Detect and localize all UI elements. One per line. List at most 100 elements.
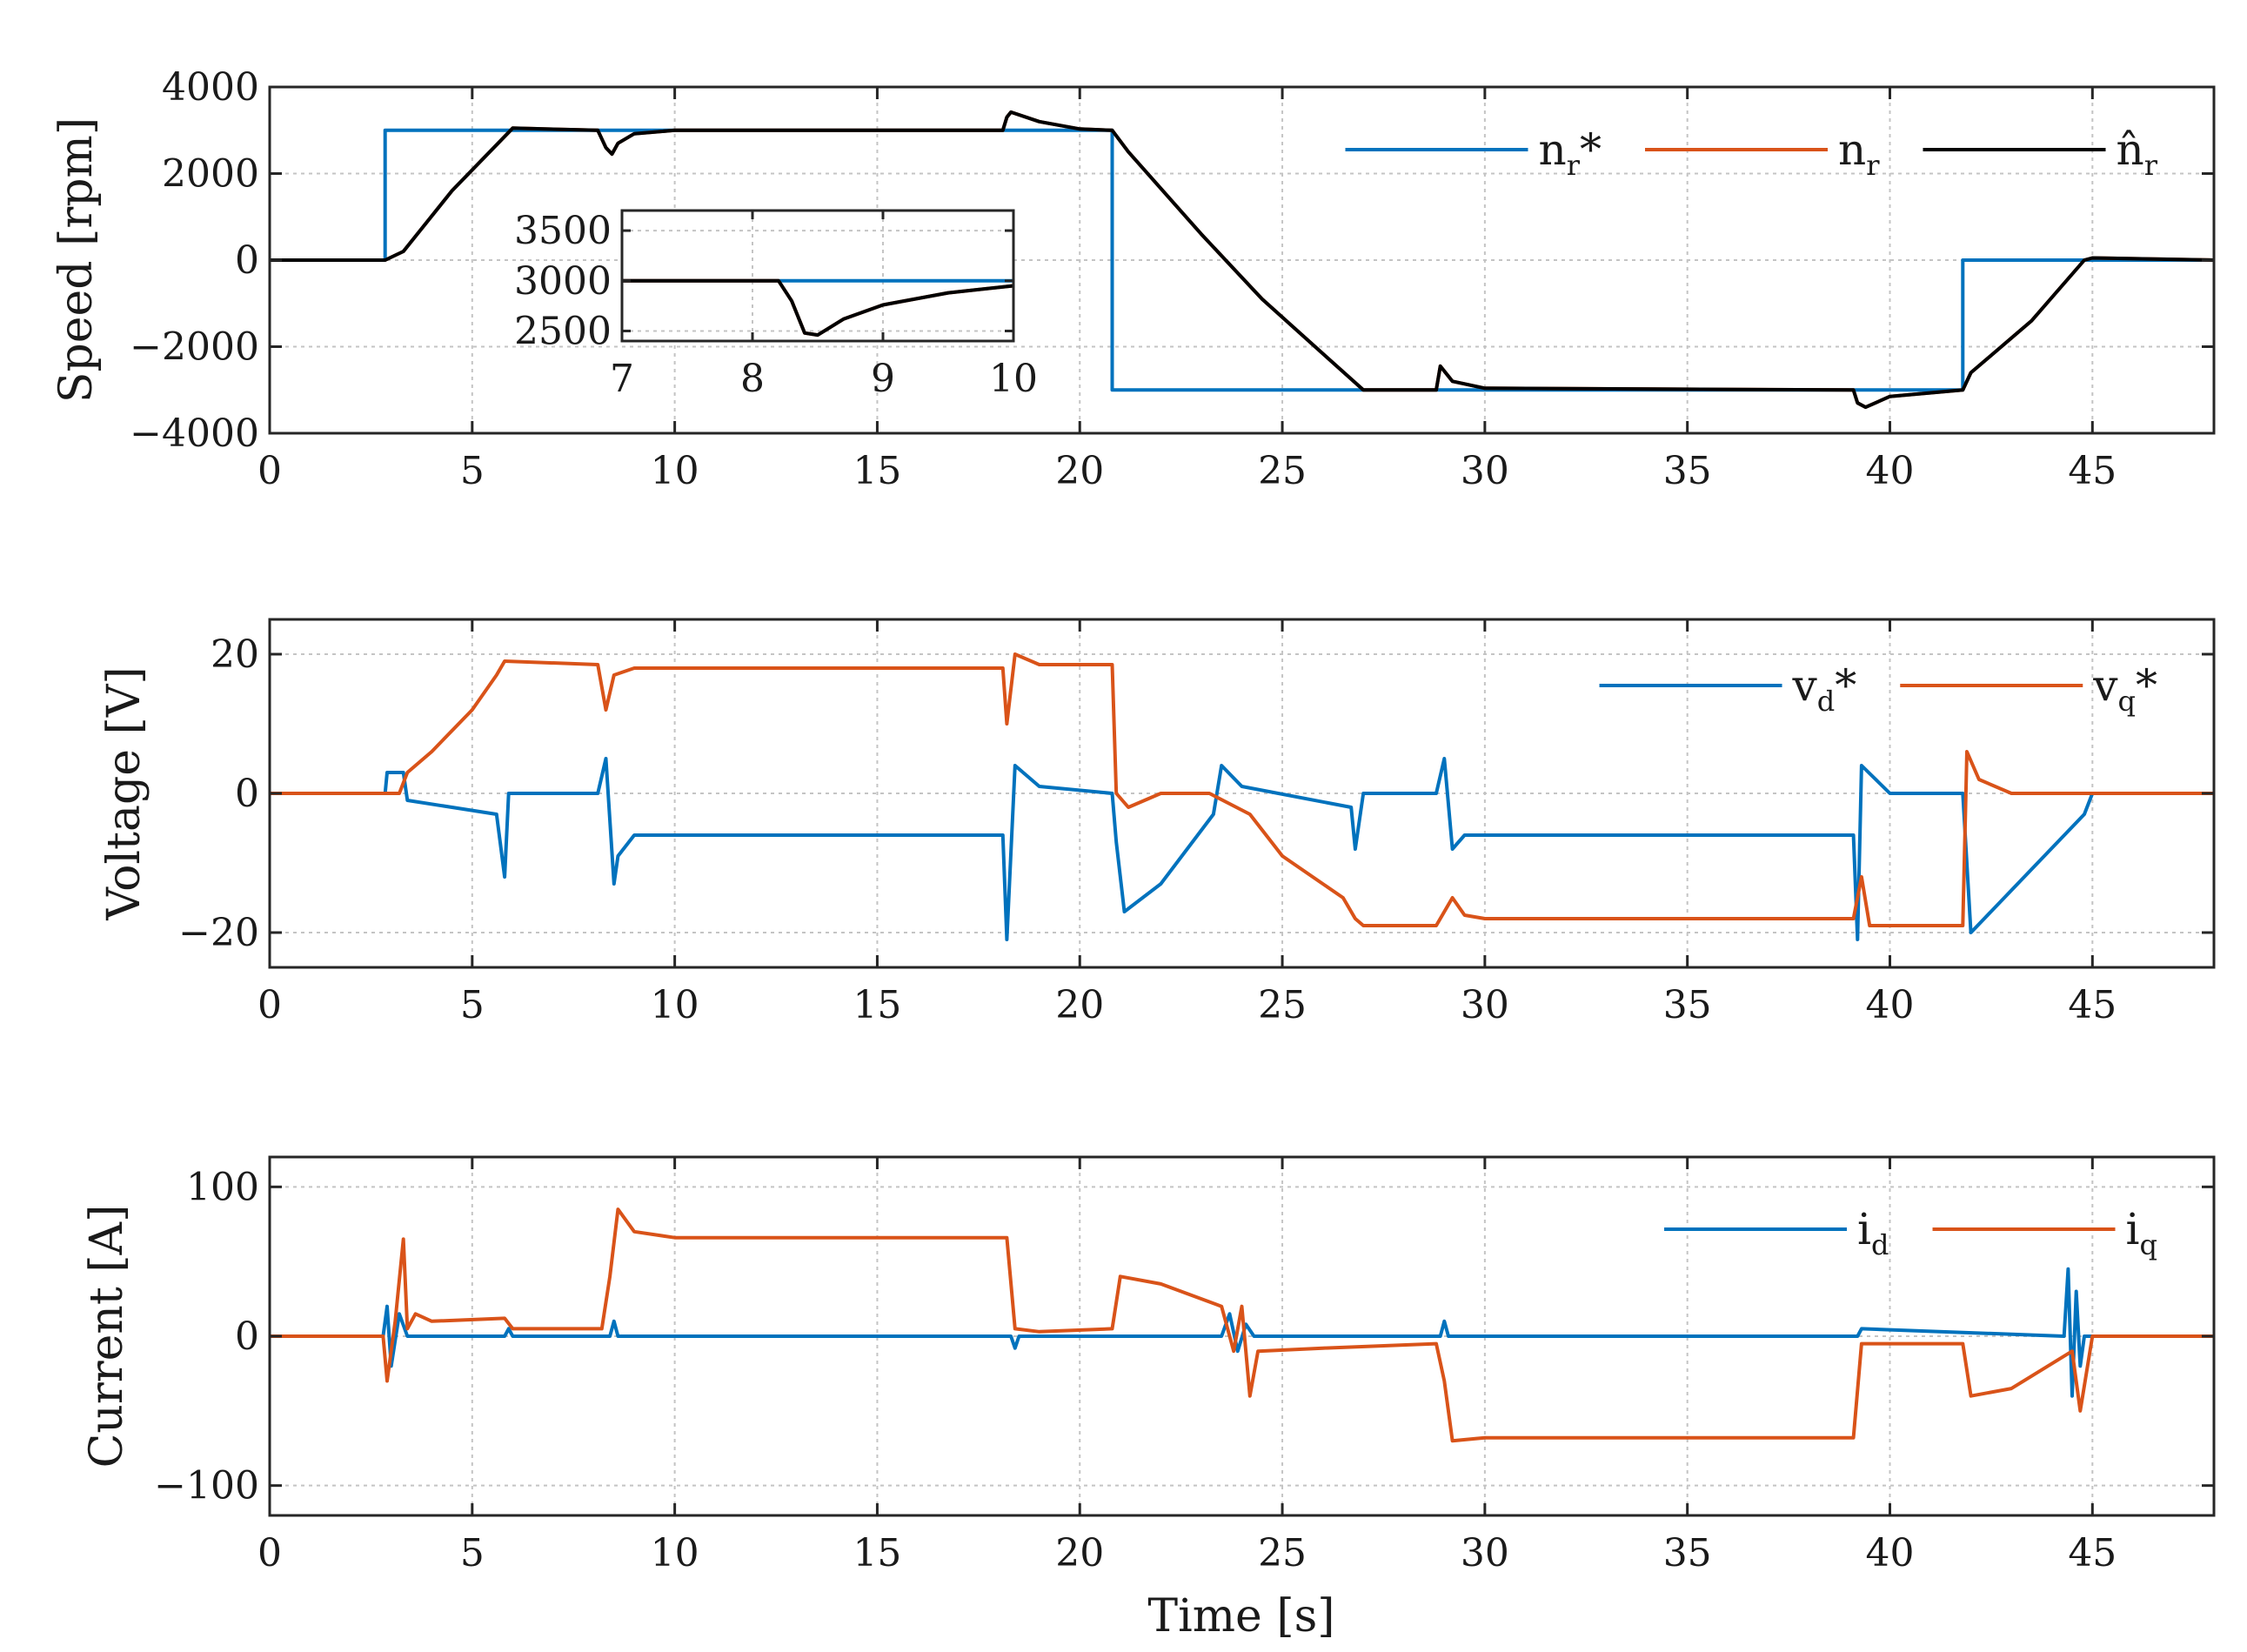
legend-entry: iq [1932,1204,2157,1261]
x-tick-label: 35 [1663,449,1712,493]
x-tick-label: 5 [460,983,485,1027]
x-tick-label: 45 [2068,983,2117,1027]
series-line-orange [270,1207,2214,1443]
current-traces [270,1207,2214,1443]
x-tick-label: 7 [610,357,634,401]
inset-background [622,211,1013,341]
y-tick-label: −20 [178,911,259,955]
x-tick-label: 45 [2068,1531,2117,1575]
x-tick-label: 5 [460,449,485,493]
legend-label-base: v [1792,660,1818,711]
x-tick-label: 30 [1461,449,1509,493]
y-tick-label: 2000 [162,152,259,197]
legend-label-subscript: r [2144,149,2158,182]
inset-traces [622,278,1014,338]
legend-label: id [1857,1204,1889,1261]
x-tick-label: 15 [853,1531,901,1575]
x-tick-label: 10 [651,983,699,1027]
y-tick-label: −4000 [130,411,259,456]
series-line-blue [270,757,2214,941]
legend-label-subscript: r [1866,149,1880,182]
legend-label-subscript: r [1567,149,1581,182]
current-y-axis-label: Current [A] [81,1205,133,1468]
series-line-orange [270,652,2214,927]
legend-label: iq [2126,1204,2157,1261]
legend-label: nr* [1539,124,1602,182]
legend-label-suffix: * [2136,660,2157,711]
x-tick-label: 0 [257,1531,282,1575]
voltage-y-axis-label: Voltage [V] [98,666,150,920]
voltage-legend: vq*vd* [1599,660,2157,718]
x-tick-label: 0 [257,983,282,1027]
x-tick-label: 20 [1055,983,1104,1027]
x-tick-label: 25 [1258,1531,1307,1575]
legend-label-base: n [1838,124,1866,175]
x-tick-label: 10 [989,357,1038,401]
x-tick-label: 40 [1866,1531,1915,1575]
y-tick-label: 20 [211,632,259,677]
series-line-blue [270,128,2214,392]
x-tick-label: 15 [853,983,901,1027]
y-tick-label: −100 [154,1464,259,1508]
legend-entry: vq* [1900,660,2157,718]
legend-entry: vd* [1599,660,1857,718]
x-tick-label: 20 [1055,1531,1104,1575]
legend-label: vd* [1792,660,1857,718]
legend-label-suffix: * [1580,124,1602,175]
legend-label-subscript: q [2118,685,2136,718]
y-tick-label: 3500 [514,209,612,253]
inset-series-line-black [622,278,1014,338]
x-tick-label: 5 [460,1531,485,1575]
x-tick-label: 25 [1258,983,1307,1027]
legend-label-base: n [1539,124,1567,175]
x-tick-label: 0 [257,449,282,493]
x-tick-label: 35 [1663,1531,1712,1575]
y-tick-label: 4000 [162,65,259,110]
legend-label-base: v [2092,660,2118,711]
legend-label: n̂r [2117,124,2158,182]
y-tick-label: 0 [235,238,259,283]
x-tick-label: 25 [1258,449,1307,493]
legend-label-subscript: q [2140,1228,2157,1261]
y-tick-label: 2500 [514,309,612,353]
x-tick-label: 15 [853,449,901,493]
x-tick-label: 45 [2068,449,2117,493]
y-tick-label: 100 [186,1165,259,1209]
time-x-axis-label: Time [s] [1147,1590,1334,1642]
y-tick-label: 0 [235,772,259,816]
legend-label-base: i [2126,1204,2140,1254]
current-ticks: 0 5 10 15 20 25 30 35 40 45 −100 0 100 [154,1157,2214,1575]
x-tick-label: 10 [651,449,699,493]
y-tick-label: 0 [235,1314,259,1359]
speed-ticks: 0 5 10 15 20 25 30 35 40 45 −4000 −2000 0 2000 4000 [130,65,2214,493]
series-line-black [270,110,2215,410]
legend-label: nr [1838,124,1880,182]
x-tick-label: 9 [871,357,895,401]
legend-label-subscript: d [1817,685,1835,718]
legend-entry: id [1664,1204,1889,1261]
inset-frame [620,209,1015,343]
legend-entry: nr* [1345,124,1602,182]
x-tick-label: 40 [1866,449,1915,493]
speed-inset: 7 8 9 10 2500 3000 3500 [514,209,1038,401]
x-tick-label: 20 [1055,449,1104,493]
x-tick-label: 40 [1866,983,1915,1027]
legend-label-base: i [1857,1204,1871,1254]
voltage-traces [270,652,2214,941]
x-tick-label: 8 [740,357,765,401]
speed-y-axis-label: Speed [rpm] [50,117,103,403]
legend-label-subscript: d [1871,1228,1889,1261]
legend-entry: nr [1645,124,1880,182]
x-tick-label: 30 [1461,1531,1509,1575]
speed-traces [270,110,2215,410]
y-tick-label: 3000 [514,259,612,304]
x-tick-label: 30 [1461,983,1509,1027]
legend-entry: n̂r [1923,124,2158,182]
legend-label: vq* [2092,660,2157,718]
